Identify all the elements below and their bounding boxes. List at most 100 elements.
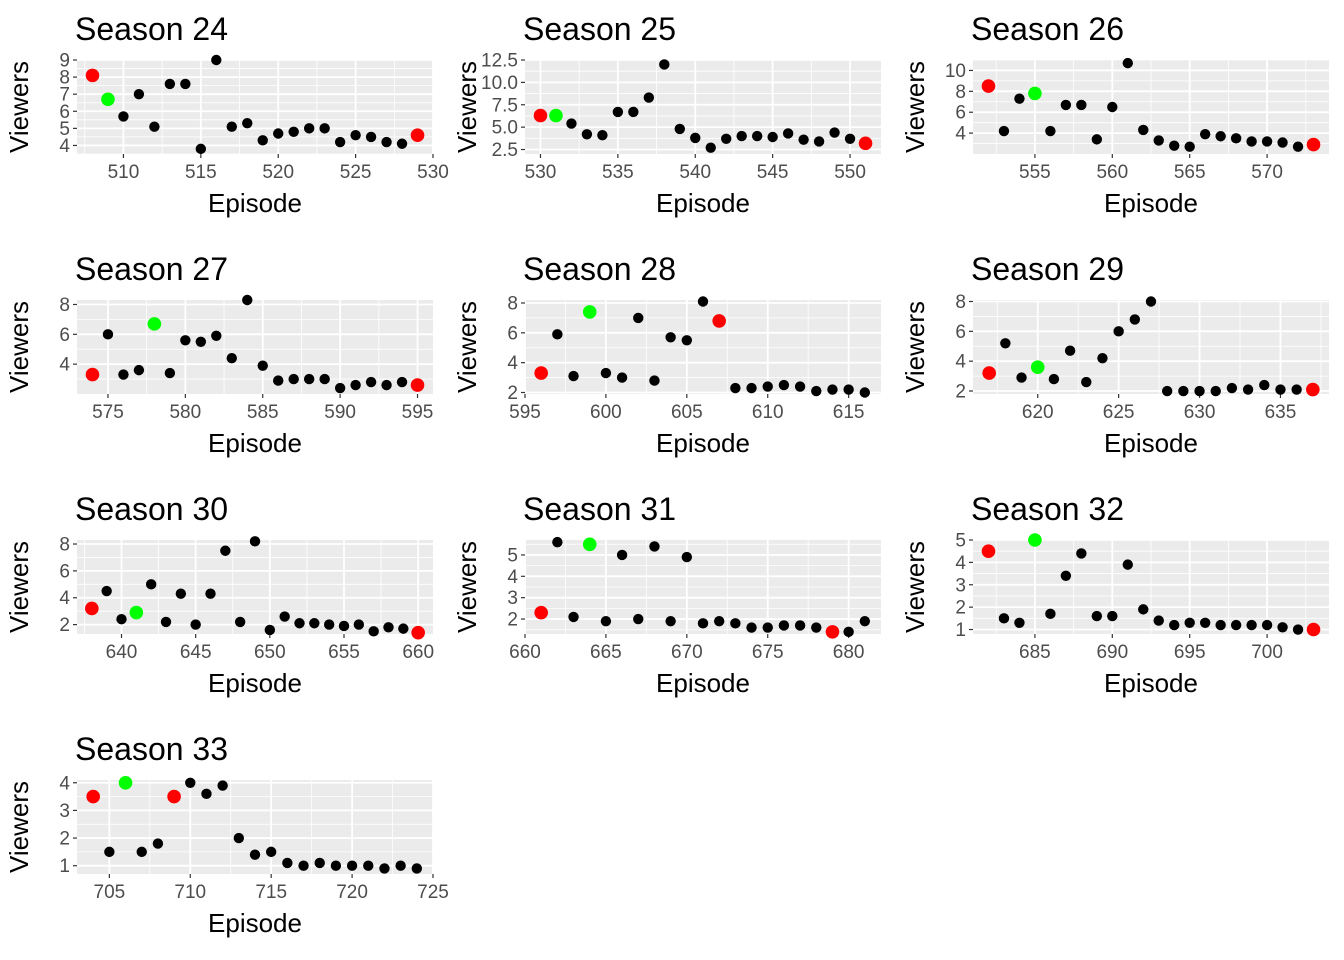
y-tick-label: 8 xyxy=(955,82,966,103)
data-point-episode-670 xyxy=(681,551,693,563)
y-tick-label: 9 xyxy=(59,51,70,72)
data-point-episode-710 xyxy=(185,777,196,788)
data-point-episode-707 xyxy=(136,846,147,858)
data-point-episode-631 xyxy=(1210,385,1221,397)
data-point-episode-683 xyxy=(998,613,1010,624)
y-tick-label: 4 xyxy=(955,124,966,145)
data-point-episode-512 xyxy=(149,121,160,132)
x-tick-label: 635 xyxy=(1265,402,1297,423)
x-tick-label: 640 xyxy=(106,642,138,663)
y-tick-label: 8 xyxy=(59,535,70,556)
data-point-episode-525 xyxy=(350,130,361,141)
data-point-episode-587 xyxy=(288,373,299,385)
data-point-episode-509 xyxy=(101,92,115,107)
data-point-episode-566 xyxy=(1199,128,1211,140)
data-point-episode-719 xyxy=(330,860,342,871)
data-point-episode-562 xyxy=(1138,124,1149,136)
panel-background xyxy=(77,540,433,634)
data-point-episode-677 xyxy=(794,620,806,631)
x-tick-label: 655 xyxy=(328,642,360,663)
x-tick-label: 530 xyxy=(417,162,449,183)
x-tick-label: 695 xyxy=(1174,642,1206,663)
x-tick-label: 690 xyxy=(1096,642,1128,663)
x-tick-label: 715 xyxy=(255,882,287,903)
y-tick-label: 6 xyxy=(59,561,70,582)
data-point-episode-638 xyxy=(85,601,99,616)
y-axis-label: Viewers xyxy=(900,301,930,393)
data-point-episode-692 xyxy=(1138,604,1149,615)
y-axis-label: Viewers xyxy=(900,61,930,153)
data-point-episode-690 xyxy=(1107,610,1118,622)
data-point-episode-673 xyxy=(730,618,741,629)
x-tick-label: 575 xyxy=(92,402,124,423)
data-point-episode-561 xyxy=(1122,57,1133,69)
data-point-episode-653 xyxy=(309,618,320,629)
data-point-episode-619 xyxy=(1016,372,1027,383)
y-tick-label: 6 xyxy=(59,102,70,123)
data-point-episode-596 xyxy=(534,366,548,380)
data-point-episode-621 xyxy=(1048,373,1060,385)
x-tick-label: 530 xyxy=(525,162,557,183)
panel-background xyxy=(77,780,433,874)
data-point-episode-612 xyxy=(794,381,806,392)
y-tick-label: 4 xyxy=(59,355,70,376)
data-point-episode-550 xyxy=(844,133,856,144)
data-point-episode-597 xyxy=(552,329,563,340)
y-tick-label: 5 xyxy=(59,119,70,140)
data-point-episode-540 xyxy=(690,132,701,144)
data-point-episode-647 xyxy=(220,545,231,556)
data-point-episode-537 xyxy=(643,92,655,103)
data-point-episode-584 xyxy=(242,294,253,306)
x-tick-label: 725 xyxy=(417,882,449,903)
data-point-episode-685 xyxy=(1028,533,1042,547)
x-tick-label: 675 xyxy=(752,642,784,663)
data-point-episode-580 xyxy=(180,335,191,346)
data-point-episode-579 xyxy=(164,367,176,379)
y-axis-label: Viewers xyxy=(4,301,34,393)
y-tick-label: 4 xyxy=(955,553,966,574)
data-point-episode-543 xyxy=(736,130,747,142)
data-point-episode-574 xyxy=(85,367,100,382)
x-axis-label: Episode xyxy=(1104,188,1198,218)
data-point-episode-711 xyxy=(201,788,212,800)
data-point-episode-554 xyxy=(1014,93,1025,104)
y-tick-label: 8 xyxy=(955,292,966,313)
y-tick-label: 5 xyxy=(955,531,966,552)
data-point-episode-598 xyxy=(568,370,579,382)
data-point-episode-589 xyxy=(319,373,330,385)
data-point-episode-645 xyxy=(190,619,201,630)
y-tick-label: 2 xyxy=(955,598,966,619)
data-point-episode-519 xyxy=(257,135,268,146)
data-point-episode-520 xyxy=(273,128,284,139)
y-axis-label: Viewers xyxy=(900,541,930,633)
data-point-episode-659 xyxy=(398,623,409,634)
data-point-episode-717 xyxy=(298,860,309,871)
y-tick-label: 2 xyxy=(59,615,70,636)
data-point-episode-548 xyxy=(813,136,825,147)
y-tick-label: 7 xyxy=(59,85,70,106)
data-point-episode-651 xyxy=(279,611,290,622)
data-point-episode-688 xyxy=(1076,548,1087,559)
y-tick-label: 2 xyxy=(59,829,70,850)
data-point-episode-559 xyxy=(1091,134,1103,145)
data-point-episode-610 xyxy=(762,381,773,392)
data-point-episode-541 xyxy=(705,142,716,153)
data-point-episode-622 xyxy=(1064,345,1076,356)
data-point-episode-599 xyxy=(582,305,597,319)
panel-title: Season 32 xyxy=(971,491,1124,527)
data-point-episode-575 xyxy=(102,329,114,340)
y-tick-label: 10.0 xyxy=(481,73,518,94)
data-point-episode-703 xyxy=(1306,622,1321,637)
data-point-episode-594 xyxy=(396,376,408,388)
panel-title: Season 24 xyxy=(75,11,228,47)
data-point-episode-578 xyxy=(147,317,162,331)
data-point-episode-706 xyxy=(118,775,133,790)
data-point-episode-666 xyxy=(616,549,628,561)
data-point-episode-699 xyxy=(1246,619,1257,631)
data-point-episode-678 xyxy=(811,622,822,633)
data-point-episode-715 xyxy=(265,846,277,858)
data-point-episode-539 xyxy=(674,123,685,135)
data-point-episode-620 xyxy=(1030,360,1045,374)
